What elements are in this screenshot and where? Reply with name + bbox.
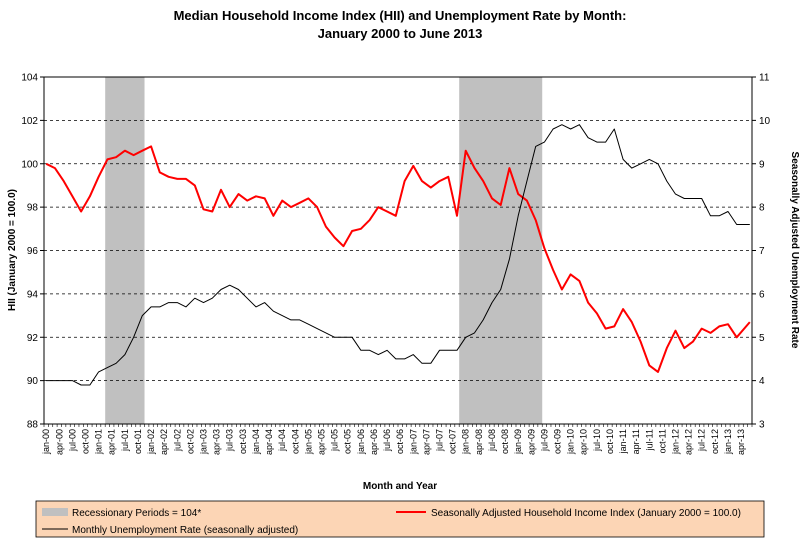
y2-tick-label: 6	[759, 289, 765, 300]
x-tick-label: jul-08	[487, 429, 497, 452]
x-tick-label: jan-11	[618, 429, 628, 454]
x-tick-label: oct-11	[657, 429, 667, 453]
legend-unemployment-label: Monthly Unemployment Rate (seasonally ad…	[72, 525, 298, 536]
x-tick-label: jul-11	[644, 429, 654, 451]
chart-title: Median Household Income Index (HII) and …	[174, 8, 627, 23]
x-tick-label: oct-05	[343, 429, 353, 454]
x-tick-label: jan-13	[723, 429, 733, 455]
y2-tick-label: 7	[759, 246, 765, 257]
y-tick-label: 96	[27, 246, 39, 257]
income-index-line	[45, 145, 751, 373]
x-tick-label: apr-10	[579, 429, 589, 455]
x-tick-label: jan-10	[566, 429, 576, 455]
y-tick-label: 102	[21, 116, 38, 127]
y2-axis-label: Seasonally Adjusted Unemployment Rate	[789, 152, 800, 349]
x-tick-label: oct-12	[710, 429, 720, 454]
x-tick-label: jul-06	[382, 429, 392, 452]
x-tick-label: jul-10	[592, 429, 602, 452]
legend: Recessionary Periods = 104* Seasonally A…	[35, 500, 765, 538]
x-tick-label: oct-01	[133, 429, 143, 454]
x-tick-label: apr-03	[212, 429, 222, 455]
x-tick-label: oct-10	[605, 429, 615, 454]
chart-subtitle: January 2000 to June 2013	[318, 26, 483, 41]
x-tick-label: oct-06	[395, 429, 405, 454]
y-tick-label: 94	[27, 289, 39, 300]
x-tick-label: apr-11	[631, 429, 641, 454]
x-tick-label: jul-09	[539, 429, 549, 452]
x-tick-label: jan-05	[303, 429, 313, 455]
x-tick-label: apr-09	[526, 429, 536, 455]
x-tick-label: jan-12	[671, 429, 681, 455]
x-tick-label: jan-03	[199, 429, 209, 455]
x-tick-label: oct-07	[448, 429, 458, 454]
x-tick-label: jul-03	[225, 429, 235, 452]
x-tick-label: jan-01	[94, 429, 104, 455]
y2-tick-label: 10	[759, 116, 771, 127]
x-tick-label: apr-00	[54, 429, 64, 455]
y-tick-label: 88	[27, 420, 39, 431]
y-tick-label: 104	[21, 73, 38, 84]
legend-recession-swatch	[42, 508, 68, 516]
x-tick-label: apr-06	[369, 429, 379, 455]
x-tick-label: apr-05	[317, 429, 327, 455]
x-tick-label: apr-13	[736, 429, 746, 455]
x-tick-label: oct-03	[238, 429, 248, 454]
x-tick-label: jan-02	[146, 429, 156, 455]
x-tick-label: jul-05	[330, 429, 340, 452]
x-tick-label: apr-12	[684, 429, 694, 455]
x-tick-label: jan-04	[251, 429, 261, 455]
y2-tick-label: 5	[759, 333, 765, 344]
y2-tick-label: 4	[759, 376, 765, 387]
x-tick-label: jul-02	[172, 429, 182, 452]
x-tick-label: apr-08	[474, 429, 484, 455]
x-tick-label: oct-08	[500, 429, 510, 454]
y2-tick-label: 8	[759, 203, 765, 214]
x-tick-label: jan-00	[41, 429, 51, 455]
y-tick-label: 90	[27, 376, 39, 387]
legend-income-label: Seasonally Adjusted Household Income Ind…	[431, 508, 741, 519]
x-axis-label: Month and Year	[363, 481, 437, 492]
legend-box	[35, 500, 765, 538]
y-tick-label: 98	[27, 203, 39, 214]
x-tick-label: jul-00	[67, 429, 77, 452]
x-tick-label: oct-00	[81, 429, 91, 454]
y2-tick-label: 9	[759, 159, 765, 170]
unemployment-rate-line	[46, 124, 750, 386]
y-axis-label: HII (January 2000 = 100.0)	[7, 189, 18, 311]
y-tick-label: 100	[21, 159, 38, 170]
x-tick-label: jan-09	[513, 429, 523, 455]
y2-tick-label: 3	[759, 420, 765, 431]
x-tick-label: jan-08	[461, 429, 471, 455]
x-tick-label: apr-07	[421, 429, 431, 455]
x-tick-label: apr-02	[159, 429, 169, 455]
x-tick-label: jan-07	[408, 429, 418, 455]
legend-recession-label: Recessionary Periods = 104*	[72, 508, 201, 519]
x-tick-label: jan-06	[356, 429, 366, 455]
x-tick-label: jul-07	[435, 429, 445, 452]
x-tick-label: apr-01	[107, 429, 117, 455]
y-tick-label: 92	[27, 333, 39, 344]
y2-tick-label: 11	[759, 73, 770, 84]
x-tick-label: oct-09	[553, 429, 563, 454]
x-tick-label: apr-04	[264, 429, 274, 455]
x-tick-label: oct-04	[290, 429, 300, 454]
x-tick-label: oct-02	[185, 429, 195, 454]
x-tick-label: jul-12	[697, 429, 707, 452]
x-tick-label: jul-04	[277, 429, 287, 452]
x-tick-label: jul-01	[120, 429, 130, 452]
